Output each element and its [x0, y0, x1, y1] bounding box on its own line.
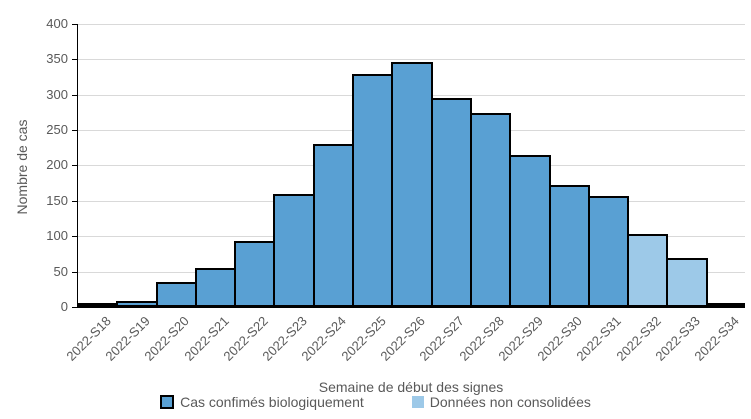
bar-2022-S20 [156, 282, 197, 307]
bar-2022-S29 [509, 155, 551, 307]
y-tick-label: 150 [46, 193, 68, 208]
nonconsolidated-data-swatch-icon [411, 396, 424, 408]
legend-item-confirmed: Cas confimés biologiquement [160, 394, 364, 410]
y-tick-mark [72, 24, 77, 25]
bar-2022-S24 [313, 144, 354, 307]
bar-2022-S21 [195, 268, 236, 307]
y-tick-mark [72, 236, 77, 237]
confirmed-cases-swatch-icon [160, 395, 175, 409]
bar-2022-S32 [627, 234, 668, 307]
plot-area [77, 24, 745, 307]
bar-2022-S22 [234, 241, 275, 307]
y-tick-mark [72, 130, 77, 131]
y-tick-label: 350 [46, 51, 68, 66]
bar-2022-S31 [588, 196, 629, 307]
bar-2022-S33 [666, 258, 708, 307]
y-axis-line [77, 24, 78, 308]
bar-2022-S28 [470, 113, 511, 307]
y-tick-mark [72, 307, 77, 308]
y-tick-mark [72, 95, 77, 96]
legend: Cas confimés biologiquement Données non … [0, 394, 751, 410]
bar-2022-S30 [549, 185, 590, 307]
y-tick-mark [72, 165, 77, 166]
bar-2022-S26 [391, 62, 433, 307]
bar-2022-S34 [706, 303, 745, 307]
bar-2022-S23 [273, 194, 315, 307]
legend-label-confirmed: Cas confimés biologiquement [180, 394, 364, 410]
y-tick-label: 100 [46, 228, 68, 243]
y-tick-label: 50 [53, 264, 68, 279]
y-tick-mark [72, 59, 77, 60]
y-tick-label: 0 [60, 299, 68, 314]
legend-item-nonconsolidated: Données non consolidées [411, 394, 591, 410]
y-tick-label: 200 [46, 157, 68, 172]
y-tick-mark [72, 272, 77, 273]
y-tick-label: 300 [46, 87, 68, 102]
x-axis-line [77, 307, 745, 308]
legend-label-nonconsolidated: Données non consolidées [429, 394, 591, 410]
gridline [77, 59, 745, 60]
y-tick-mark [72, 201, 77, 202]
bar-2022-S25 [352, 74, 393, 307]
y-tick-label: 400 [46, 16, 68, 31]
bar-2022-S27 [431, 98, 472, 307]
y-tick-label: 250 [46, 122, 68, 137]
x-axis-title: Semaine de début des signes [318, 379, 504, 395]
gridline [77, 24, 745, 25]
